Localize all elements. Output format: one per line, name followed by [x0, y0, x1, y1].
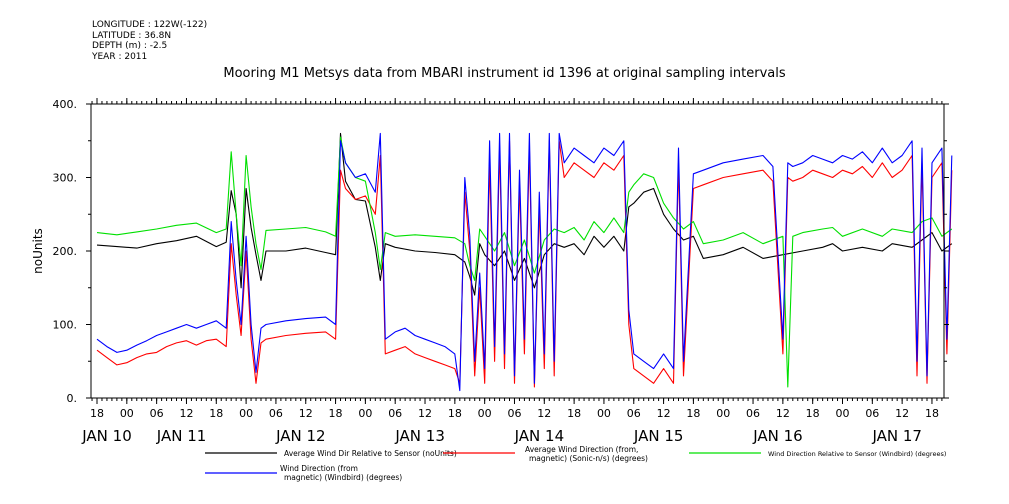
x-hour-label: 00 — [120, 407, 134, 420]
axes-group: 0. 100. 200. 300. 400. 18 00 06 12 18 00 06 12 18 00 06… — [53, 98, 949, 445]
x-date-label: JAN 15 — [633, 427, 684, 445]
x-hour-label: 00 — [358, 407, 372, 420]
series-line-2 — [96, 140, 953, 388]
x-hour-label: 06 — [746, 407, 760, 420]
x-hour-label: 18 — [567, 407, 581, 420]
metadata-block: LONGITUDE : 122W(-122) LATITUDE : 36.8N … — [92, 20, 207, 62]
legend-label-2: Average Wind Direction (from, magnetic) (… — [525, 445, 648, 463]
x-hour-label: 06 — [150, 407, 164, 420]
x-hour-label: 12 — [418, 407, 432, 420]
x-hour-label: 06 — [865, 407, 879, 420]
x-hour-label: 18 — [90, 407, 104, 420]
series-line-4 — [96, 132, 953, 392]
x-date-label: JAN 11 — [156, 427, 207, 445]
x-hour-label: 18 — [806, 407, 820, 420]
x-hour-label: 00 — [716, 407, 730, 420]
x-hour-label: 00 — [478, 407, 492, 420]
latitude-label: LATITUDE : 36.8N — [92, 30, 172, 41]
chart-title: Mooring M1 Metsys data from MBARI instru… — [223, 66, 786, 81]
series-group — [96, 132, 953, 392]
x-hour-label: 06 — [627, 407, 641, 420]
x-date-label: JAN 14 — [514, 427, 565, 445]
x-date-label: JAN 12 — [275, 427, 326, 445]
x-hour-label: 12 — [299, 407, 313, 420]
x-hour-label: 00 — [597, 407, 611, 420]
x-date-label: JAN 16 — [752, 427, 803, 445]
depth-label: DEPTH (m) : -2.5 — [92, 41, 168, 51]
longitude-label: LONGITUDE : 122W(-122) — [92, 20, 208, 30]
x-hour-label: 06 — [388, 407, 402, 420]
legend-label-3: Wind Direction Relative to Sensor (Windb… — [768, 450, 946, 458]
x-hour-label: 18 — [329, 407, 343, 420]
x-hour-label: 18 — [448, 407, 462, 420]
legend-label-1: Average Wind Dir Relative to Sensor (noU… — [284, 449, 457, 458]
y-tick-label: 400. — [53, 98, 78, 111]
legend: Average Wind Dir Relative to Sensor (noU… — [205, 445, 946, 482]
year-label: YEAR : 2011 — [92, 51, 148, 62]
x-hour-label: 00 — [239, 407, 253, 420]
x-hour-label: 12 — [895, 407, 909, 420]
y-tick-label: 200. — [53, 245, 78, 258]
x-hour-label: 12 — [657, 407, 671, 420]
legend-label-4: Wind Direction (from magnetic) (Windbird)… — [280, 464, 402, 482]
x-hour-label: 00 — [836, 407, 850, 420]
x-date-label: JAN 10 — [81, 427, 132, 445]
x-hour-label: 06 — [507, 407, 521, 420]
x-hour-label: 12 — [537, 407, 551, 420]
x-hour-label: 18 — [209, 407, 223, 420]
y-tick-label: 100. — [53, 319, 78, 332]
x-hour-label: 12 — [179, 407, 193, 420]
y-axis-label: noUnits — [31, 228, 45, 274]
x-hour-label: 12 — [776, 407, 790, 420]
series-line-1 — [96, 132, 953, 296]
y-tick-label: 0. — [67, 392, 78, 405]
x-hour-label: 06 — [269, 407, 283, 420]
x-date-label: JAN 13 — [394, 427, 445, 445]
x-date-label: JAN 17 — [871, 427, 922, 445]
y-tick-label: 300. — [53, 172, 78, 185]
series-line-3 — [96, 136, 953, 388]
x-hour-label: 18 — [925, 407, 939, 420]
x-hour-label: 18 — [686, 407, 700, 420]
